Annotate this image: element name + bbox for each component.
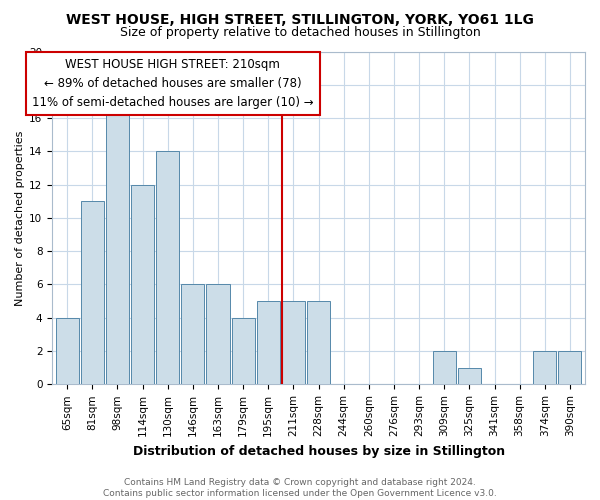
Bar (559, 351, 581, 384)
Bar (533, 351, 556, 384)
Text: WEST HOUSE, HIGH STREET, STILLINGTON, YORK, YO61 1LG: WEST HOUSE, HIGH STREET, STILLINGTON, YO… (66, 12, 534, 26)
Bar (458, 368, 481, 384)
Text: WEST HOUSE HIGH STREET: 210sqm
← 89% of detached houses are smaller (78)
11% of : WEST HOUSE HIGH STREET: 210sqm ← 89% of … (32, 58, 314, 109)
Bar (56, 318, 79, 384)
Bar (282, 301, 305, 384)
Text: Size of property relative to detached houses in Stillington: Size of property relative to detached ho… (119, 26, 481, 39)
Text: Contains HM Land Registry data © Crown copyright and database right 2024.
Contai: Contains HM Land Registry data © Crown c… (103, 478, 497, 498)
X-axis label: Distribution of detached houses by size in Stillington: Distribution of detached houses by size … (133, 444, 505, 458)
Bar (433, 351, 456, 384)
Bar (131, 184, 154, 384)
Bar (181, 284, 205, 384)
Bar (81, 202, 104, 384)
Y-axis label: Number of detached properties: Number of detached properties (15, 130, 25, 306)
Bar (206, 284, 230, 384)
Bar (307, 301, 330, 384)
Bar (232, 318, 255, 384)
Bar (106, 102, 129, 385)
Bar (156, 152, 179, 384)
Bar (257, 301, 280, 384)
